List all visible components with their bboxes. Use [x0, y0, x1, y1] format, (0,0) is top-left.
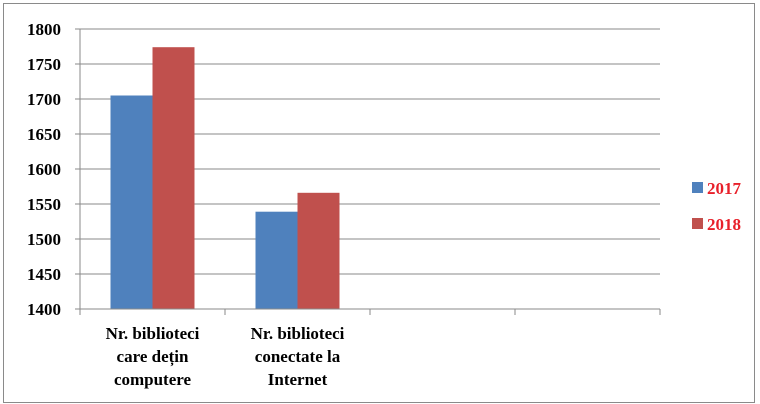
bar-2018: [152, 47, 195, 309]
legend-swatch-2017: [692, 182, 703, 193]
bar-2018: [297, 192, 340, 309]
y-tick-label: 1800: [27, 20, 61, 39]
category-label: computere: [114, 370, 192, 389]
y-tick-label: 1500: [27, 230, 61, 249]
y-tick-label: 1700: [27, 90, 61, 109]
category-label: Nr. biblioteci: [106, 324, 200, 343]
legend-label-2017: 2017: [707, 179, 742, 198]
y-tick-label: 1650: [27, 125, 61, 144]
y-tick-label: 1550: [27, 195, 61, 214]
legend: 2017 2018: [692, 179, 742, 234]
bar-2017: [110, 95, 153, 309]
bars: [110, 47, 340, 309]
category-label: Internet: [268, 370, 328, 389]
axes: [75, 28, 661, 315]
category-label: care dețin: [117, 347, 189, 367]
y-tick-label: 1450: [27, 265, 61, 284]
x-category-labels: Nr. biblioteci care dețin computere Nr. bib…: [106, 324, 345, 389]
y-tick-label: 1400: [27, 300, 61, 319]
legend-swatch-2018: [692, 218, 703, 229]
legend-label-2018: 2018: [707, 215, 741, 234]
category-label: Nr. biblioteci: [251, 324, 345, 343]
y-tick-label: 1600: [27, 160, 61, 179]
bar-2017: [255, 211, 298, 309]
y-tick-label: 1750: [27, 55, 61, 74]
y-tick-labels: 1400 1450 1500 1550 1600 1650 1700 1750 1800: [27, 20, 61, 319]
category-label: conectate la: [255, 347, 341, 366]
